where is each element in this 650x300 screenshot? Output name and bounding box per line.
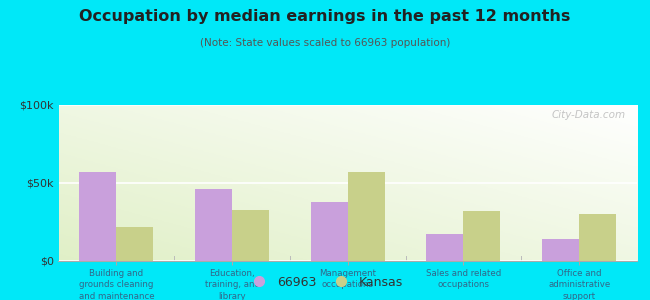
Text: (Note: State values scaled to 66963 population): (Note: State values scaled to 66963 popu… <box>200 38 450 47</box>
Legend: 66963, Kansas: 66963, Kansas <box>242 271 408 294</box>
Bar <box>426 235 463 261</box>
Bar <box>232 209 269 261</box>
Bar <box>463 211 500 261</box>
Text: City-Data.com: City-Data.com <box>551 110 625 120</box>
Bar <box>348 172 385 261</box>
Bar <box>116 227 153 261</box>
Bar <box>542 239 579 261</box>
Bar <box>311 202 348 261</box>
Bar <box>579 214 616 261</box>
Bar <box>79 172 116 261</box>
Bar <box>195 189 232 261</box>
Text: Occupation by median earnings in the past 12 months: Occupation by median earnings in the pas… <box>79 9 571 24</box>
